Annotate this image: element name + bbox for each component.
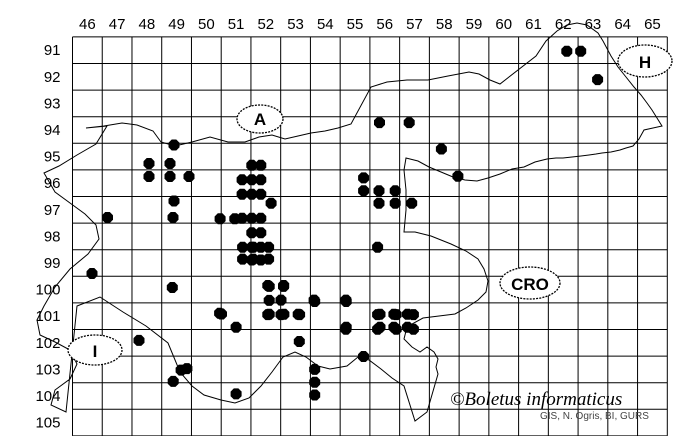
svg-text:65: 65 xyxy=(644,16,661,33)
svg-text:103: 103 xyxy=(35,361,60,378)
svg-text:48: 48 xyxy=(139,16,156,33)
svg-text:53: 53 xyxy=(287,16,304,33)
svg-text:99: 99 xyxy=(44,255,61,272)
svg-text:55: 55 xyxy=(347,16,364,33)
svg-text:CRO: CRO xyxy=(511,275,549,294)
svg-text:96: 96 xyxy=(44,175,61,192)
svg-text:100: 100 xyxy=(35,282,60,299)
svg-text:52: 52 xyxy=(257,16,274,33)
svg-text:47: 47 xyxy=(109,16,126,33)
svg-text:102: 102 xyxy=(35,335,60,352)
svg-text:H: H xyxy=(639,53,651,72)
svg-text:62: 62 xyxy=(555,16,572,33)
svg-text:59: 59 xyxy=(466,16,483,33)
svg-text:61: 61 xyxy=(525,16,542,33)
svg-text:51: 51 xyxy=(228,16,245,33)
svg-text:60: 60 xyxy=(495,16,512,33)
svg-text:91: 91 xyxy=(44,42,61,59)
svg-text:93: 93 xyxy=(44,95,61,112)
svg-text:105: 105 xyxy=(35,415,60,432)
svg-text:97: 97 xyxy=(44,202,61,219)
svg-text:A: A xyxy=(254,110,266,129)
svg-text:57: 57 xyxy=(406,16,423,33)
svg-text:64: 64 xyxy=(614,16,631,33)
svg-text:49: 49 xyxy=(168,16,185,33)
svg-text:94: 94 xyxy=(44,122,61,139)
svg-text:101: 101 xyxy=(35,308,60,325)
svg-text:92: 92 xyxy=(44,69,61,86)
svg-text:54: 54 xyxy=(317,16,334,33)
svg-text:50: 50 xyxy=(198,16,215,33)
svg-text:GIS, N. Ogris, BI, GURS: GIS, N. Ogris, BI, GURS xyxy=(540,411,649,422)
svg-text:46: 46 xyxy=(79,16,96,33)
svg-text:98: 98 xyxy=(44,228,61,245)
svg-text:104: 104 xyxy=(35,388,60,405)
svg-text:95: 95 xyxy=(44,149,61,166)
svg-text:63: 63 xyxy=(585,16,602,33)
svg-text:56: 56 xyxy=(376,16,393,33)
svg-text:©Boletus informaticus: ©Boletus informaticus xyxy=(450,389,622,410)
svg-text:I: I xyxy=(93,342,98,361)
svg-text:58: 58 xyxy=(436,16,453,33)
